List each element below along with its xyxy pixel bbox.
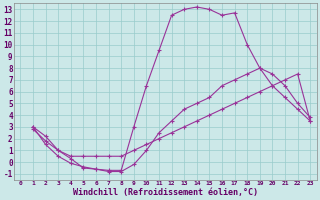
X-axis label: Windchill (Refroidissement éolien,°C): Windchill (Refroidissement éolien,°C) <box>73 188 258 197</box>
